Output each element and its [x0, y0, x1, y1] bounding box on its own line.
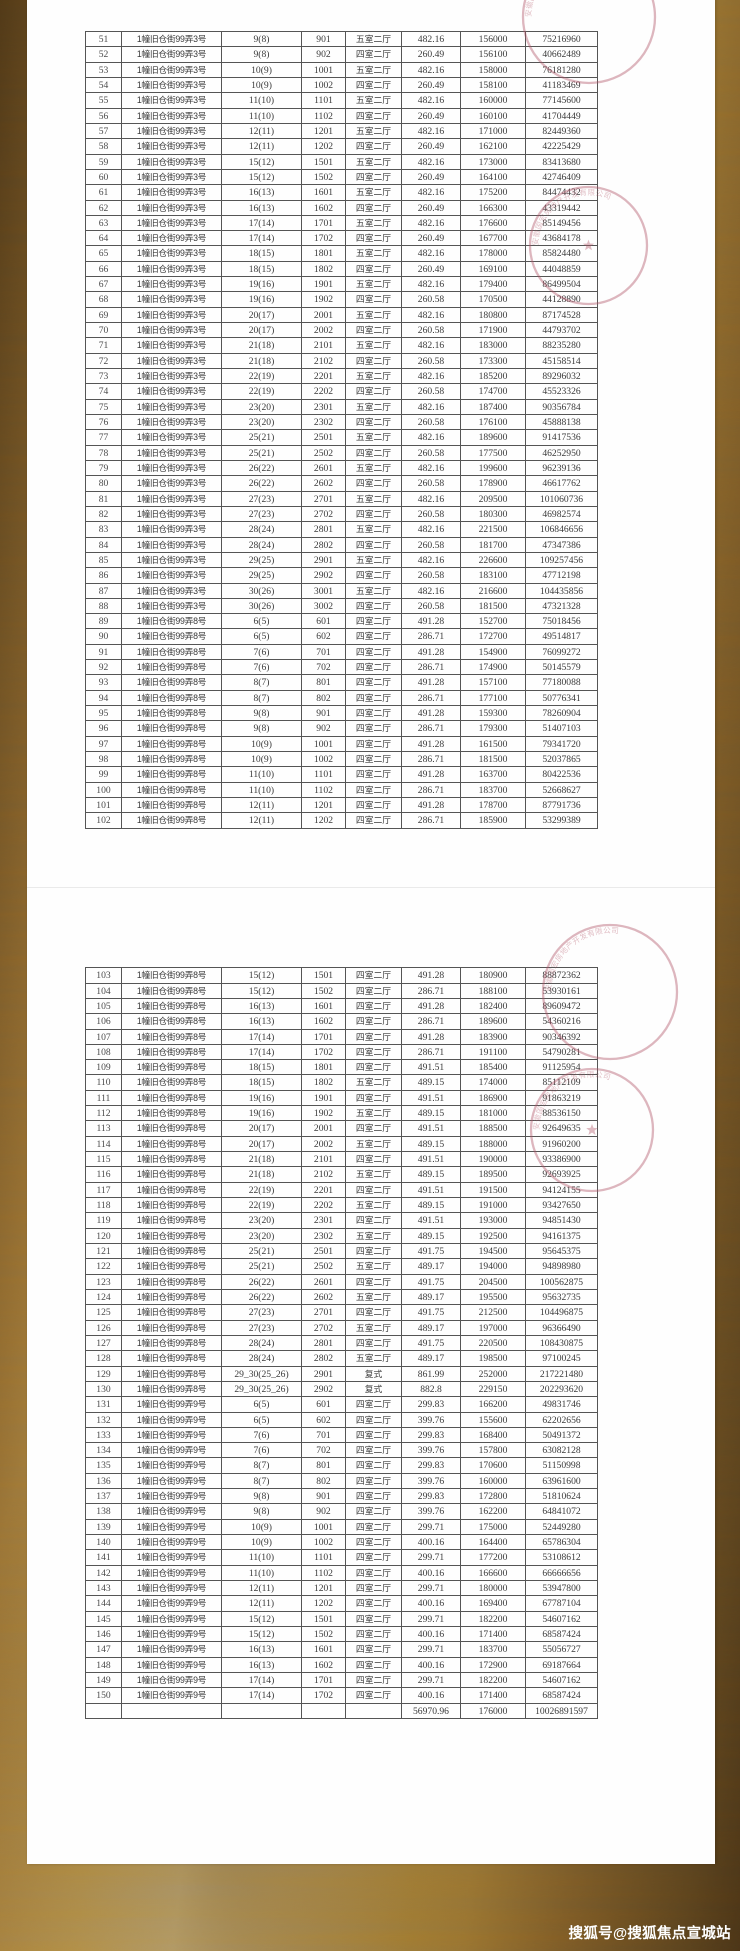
svg-text:安徽国宏房地产开发有限公司: 安徽国宏房地产开发有限公司	[531, 1069, 612, 1130]
svg-text:安徽国宏房地产开发有限公司: 安徽国宏房地产开发有限公司	[543, 926, 619, 992]
svg-text:安徽国宏房地产开发有限公司: 安徽国宏房地产开发有限公司	[530, 187, 613, 246]
svg-text:安徽国宏房地产开发有限公司: 安徽国宏房地产开发有限公司	[523, 0, 600, 17]
